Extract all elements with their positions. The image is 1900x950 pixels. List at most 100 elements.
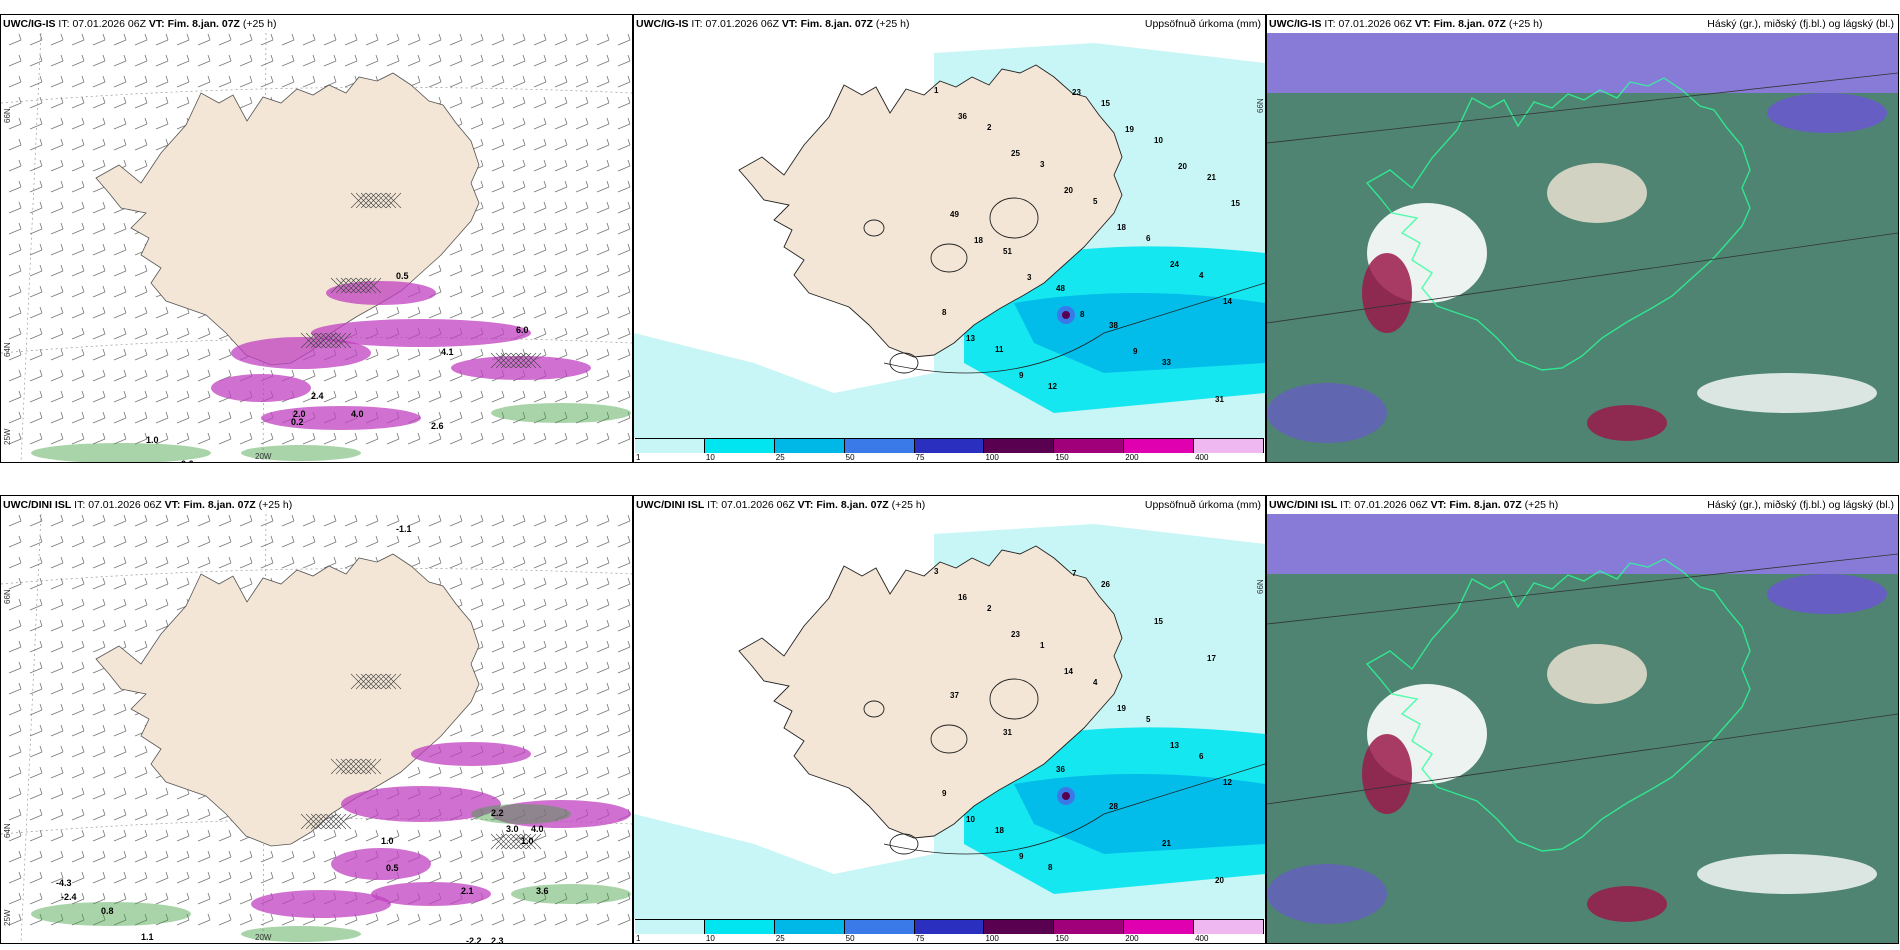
vt-label: VT:: [797, 499, 814, 511]
legend-swatch: [1054, 439, 1125, 453]
wind-barb: [71, 829, 85, 842]
wind-barb: [92, 535, 106, 548]
wind-barb: [50, 138, 64, 151]
wind-barb: [239, 411, 253, 424]
grid-lines: [1267, 553, 1898, 805]
wind-barb: [575, 787, 589, 800]
wind-barb: [617, 745, 631, 758]
temp-value-label: 0.5: [396, 271, 409, 281]
wind-barb: [71, 766, 85, 779]
wind-barb: [29, 850, 43, 863]
wind-barb: [575, 264, 589, 277]
wind-barb: [29, 598, 43, 611]
wind-barb: [554, 682, 568, 695]
hatch-areas: [300, 192, 542, 369]
wind-barb: [617, 96, 631, 109]
wind-barb: [512, 787, 526, 800]
wind-barb: [491, 285, 505, 298]
wind-barb: [449, 913, 463, 926]
wind-barb: [596, 598, 610, 611]
wind-barb: [239, 535, 253, 548]
wind-barb: [113, 369, 127, 382]
wind-barb: [113, 871, 127, 884]
wind-barb: [512, 54, 526, 67]
wind-barb: [533, 598, 547, 611]
wind-barb: [470, 348, 484, 361]
wind-barb: [8, 159, 22, 172]
wind-barb: [8, 745, 22, 758]
lat-label: 25W: [3, 428, 12, 445]
wind-barb: [470, 243, 484, 256]
wind-barb: [239, 913, 253, 926]
wind-barb: [575, 411, 589, 424]
wind-barb: [113, 913, 127, 926]
wind-barb: [176, 432, 190, 445]
precip-value-label: 8: [1080, 310, 1085, 319]
wind-barb: [197, 75, 211, 88]
wind-barb: [617, 306, 631, 319]
wind-barb: [8, 850, 22, 863]
wind-barb: [554, 766, 568, 779]
wind-barb: [176, 892, 190, 905]
wind-barb: [617, 703, 631, 716]
lat-label: 64N: [3, 823, 12, 838]
panel-clouds-igis: UWC/IG-IS IT: 07.01.2026 06Z VT: Fim. 8.…: [1266, 14, 1899, 463]
wind-barb: [92, 850, 106, 863]
legend-tick-label: 400: [1195, 453, 1209, 462]
wind-barb: [491, 724, 505, 737]
wind-barb: [617, 411, 631, 424]
wind-barb: [512, 850, 526, 863]
precip-value-label: 2: [987, 604, 992, 613]
wind-barb: [239, 556, 253, 569]
temp-value-label: 2.3: [491, 936, 504, 943]
wind-barb: [29, 159, 43, 172]
wind-barb: [596, 640, 610, 653]
map-title: Háský (gr.), miðský (fj.bl.) og lágský (…: [1707, 18, 1894, 30]
wind-barb: [71, 432, 85, 445]
wind-barb: [29, 829, 43, 842]
temp-value-label: 4.0: [531, 824, 544, 834]
wind-barb: [155, 535, 169, 548]
temp-band-purple: [251, 890, 391, 918]
wind-barb: [491, 159, 505, 172]
wind-barb: [8, 54, 22, 67]
wind-barb: [8, 411, 22, 424]
wind-barb: [281, 850, 295, 863]
wind-barb: [512, 411, 526, 424]
wind-barb: [428, 348, 442, 361]
legend-tick-label: 50: [845, 453, 855, 462]
wind-barb: [449, 54, 463, 67]
init-time: 07.01.2026 06Z: [1338, 18, 1412, 30]
wind-barb: [323, 432, 337, 445]
wind-barb: [155, 577, 169, 590]
wind-barb: [554, 222, 568, 235]
wind-barb: [428, 535, 442, 548]
wind-barb: [554, 619, 568, 632]
wind-barb: [197, 411, 211, 424]
wind-barb: [8, 640, 22, 653]
wind-barb: [176, 514, 190, 527]
temp-band-purple: [261, 406, 421, 430]
wind-barb: [533, 117, 547, 130]
precip-value-label: 14: [1223, 297, 1232, 306]
wind-barb: [197, 535, 211, 548]
wind-barb: [71, 264, 85, 277]
wind-barb: [50, 348, 64, 361]
wind-barb: [197, 871, 211, 884]
wind-barb: [449, 96, 463, 109]
wind-barb: [554, 327, 568, 340]
legend-tick-label: 150: [1055, 453, 1069, 462]
wind-barb: [491, 892, 505, 905]
wind-barb: [365, 306, 379, 319]
wind-barb: [176, 913, 190, 926]
cloud-mid: [1267, 383, 1387, 443]
wind-barb: [617, 117, 631, 130]
wind-barb: [113, 745, 127, 758]
wind-barb: [50, 222, 64, 235]
temp-value-label: 2.0: [293, 409, 306, 419]
wind-barb: [218, 54, 232, 67]
wind-barb: [512, 243, 526, 256]
wind-barb: [365, 54, 379, 67]
precip-value-label: 31: [1215, 395, 1224, 404]
wind-barb: [617, 138, 631, 151]
